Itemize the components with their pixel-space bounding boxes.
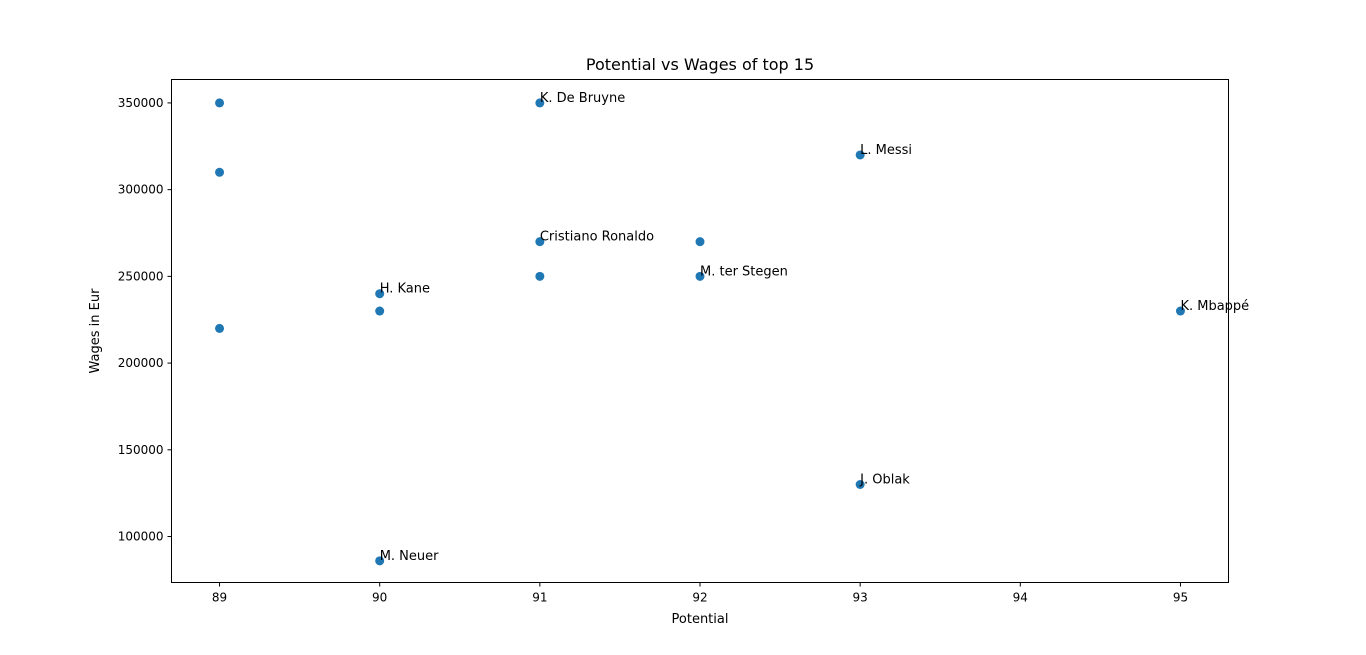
x-tick-label: 92: [692, 591, 707, 605]
y-tick-label: 250000: [118, 269, 164, 283]
scatter-point-label: M. Neuer: [380, 549, 439, 564]
x-axis-label: Potential: [672, 612, 729, 627]
scatter-point: [375, 306, 385, 316]
scatter-point: [535, 271, 545, 281]
scatter-point-label: Cristiano Ronaldo: [540, 230, 654, 245]
plot-area-frame: [171, 79, 1229, 583]
scatter-point: [215, 98, 225, 108]
scatter-point-label: K. De Bruyne: [540, 91, 625, 106]
x-tick-label: 89: [212, 591, 227, 605]
scatter-point: [855, 480, 865, 490]
scatter-point: [375, 289, 385, 299]
y-tick-label: 150000: [118, 443, 164, 457]
y-axis: 100000 150000 200000 250000 300000 350000: [118, 96, 172, 544]
scatter-point: [855, 150, 865, 160]
x-tick-label: 93: [853, 591, 868, 605]
scatter-point: [695, 271, 705, 281]
scatter-point: [535, 237, 545, 247]
x-tick-label: 91: [532, 591, 547, 605]
y-tick-label: 200000: [118, 356, 164, 370]
point-labels: H. Kane M. Neuer K. De Bruyne Cristiano Ron…: [380, 91, 1249, 564]
x-tick-label: 90: [372, 591, 387, 605]
x-axis: 89 90 91 92 93 94 95: [212, 582, 1188, 605]
y-axis-label: Wages in Eur: [88, 288, 103, 374]
scatter-point-label: H. Kane: [380, 282, 430, 297]
y-tick-label: 100000: [118, 530, 164, 544]
y-tick-label: 300000: [118, 183, 164, 197]
scatter-point: [215, 323, 225, 333]
scatter-point: [695, 237, 705, 247]
scatter-point: [535, 98, 545, 108]
y-tick-label: 350000: [118, 96, 164, 110]
scatter-point: [215, 167, 225, 177]
scatter-point-label: K. Mbappé: [1180, 299, 1249, 314]
x-tick-label: 95: [1173, 591, 1188, 605]
data-points: [215, 98, 1185, 566]
scatter-point-label: M. ter Stegen: [700, 264, 788, 279]
scatter-point-label: L. Messi: [860, 143, 912, 158]
scatter-point: [375, 556, 385, 566]
chart-title: Potential vs Wages of top 15: [586, 55, 814, 74]
scatter-point-label: J. Oblak: [859, 473, 910, 488]
x-tick-label: 94: [1013, 591, 1028, 605]
scatter-point: [1175, 306, 1185, 316]
